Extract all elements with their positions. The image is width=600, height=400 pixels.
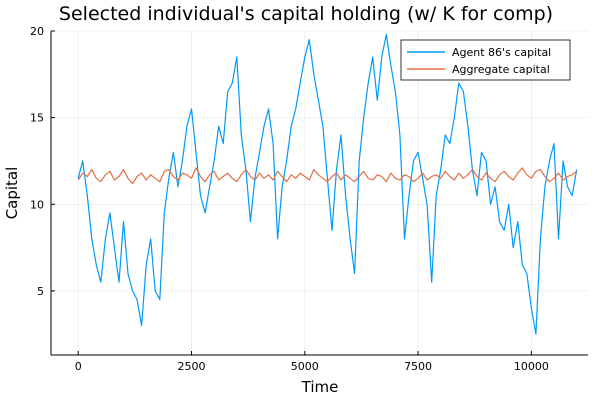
x-tick-label: 7500 xyxy=(404,360,432,373)
y-tick-label: 10 xyxy=(30,198,44,211)
plot-area xyxy=(77,33,578,335)
x-tick-label: 0 xyxy=(75,360,82,373)
y-axis-label: Capital xyxy=(3,167,21,220)
x-tick-label: 2500 xyxy=(177,360,205,373)
legend-label-agent: Agent 86's capital xyxy=(452,46,551,59)
series-aggregate-capital xyxy=(77,167,578,185)
y-tick-label: 20 xyxy=(30,25,44,38)
y-axis-ticks: 5 10 15 20 xyxy=(30,25,55,298)
x-axis-label: Time xyxy=(301,378,339,396)
y-tick-label: 5 xyxy=(37,285,44,298)
legend-label-aggregate: Aggregate capital xyxy=(452,63,550,76)
y-gridlines xyxy=(51,30,588,292)
series-line-aggregate-capital xyxy=(77,167,578,185)
series-line-agent-capital xyxy=(77,33,578,335)
x-gridlines xyxy=(77,31,532,355)
series-agent-capital xyxy=(77,33,578,335)
x-tick-label: 10000 xyxy=(514,360,549,373)
chart-title: Selected individual's capital holding (w… xyxy=(59,3,553,25)
legend: Agent 86's capital Aggregate capital xyxy=(400,39,571,81)
y-tick-label: 15 xyxy=(30,112,44,125)
x-axis-ticks: 0 2500 5000 7500 10000 xyxy=(75,351,549,373)
x-tick-label: 5000 xyxy=(291,360,319,373)
legend-box xyxy=(400,39,571,81)
